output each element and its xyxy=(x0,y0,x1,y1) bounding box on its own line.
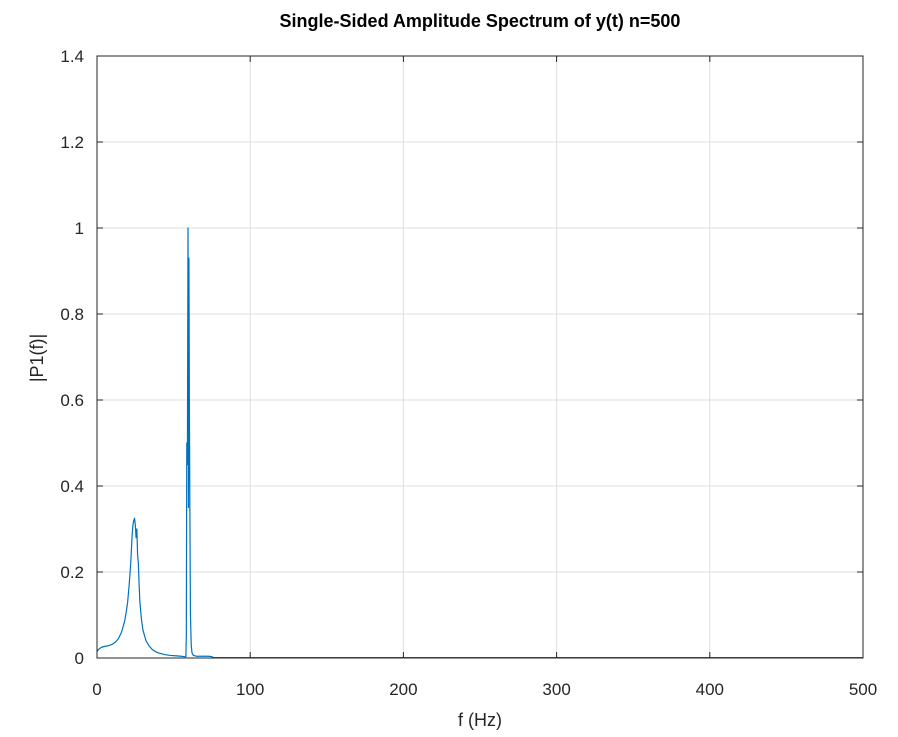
axes-box xyxy=(96,55,864,659)
x-tick-label: 400 xyxy=(696,680,724,699)
x-tick-label: 100 xyxy=(236,680,264,699)
series-line xyxy=(96,227,863,659)
x-tick-label: 500 xyxy=(849,680,877,699)
y-tick-label: 0 xyxy=(75,649,84,668)
y-tick-label: 0.2 xyxy=(60,563,84,582)
y-tick-label: 0.6 xyxy=(60,391,84,410)
y-tick-label: 0.8 xyxy=(60,305,84,324)
x-tick-label: 0 xyxy=(92,680,101,699)
y-tick-label: 0.4 xyxy=(60,477,84,496)
y-axis-label: |P1(f)| xyxy=(27,334,47,382)
x-tick-label: 300 xyxy=(542,680,570,699)
ticks: 0 100 200 300 400 500 0 0.2 0.4 0.6 0.8 1 1.2 1.4 xyxy=(60,47,877,699)
y-tick-label: 1.4 xyxy=(60,47,84,66)
grid xyxy=(96,55,864,659)
y-tick-label: 1.2 xyxy=(60,133,84,152)
chart-title: Single-Sided Amplitude Spectrum of y(t) … xyxy=(280,11,681,31)
x-axis-label: f (Hz) xyxy=(458,710,502,730)
series-layer xyxy=(96,227,863,659)
x-tick-label: 200 xyxy=(389,680,417,699)
y-tick-label: 1 xyxy=(75,219,84,238)
